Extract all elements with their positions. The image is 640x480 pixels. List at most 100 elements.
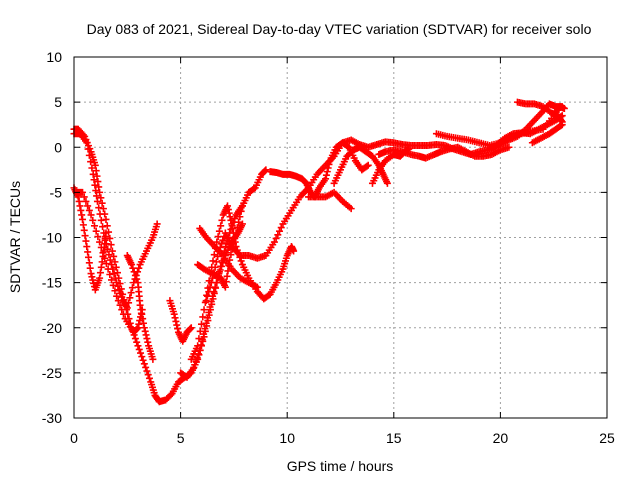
- data-point-marker: [111, 274, 119, 282]
- data-point-marker: [90, 222, 98, 230]
- series-track-10: [196, 224, 261, 291]
- x-tick-label: 20: [493, 430, 509, 446]
- data-point-marker: [193, 354, 201, 362]
- y-tick-label: 5: [54, 94, 62, 110]
- data-point-marker: [94, 178, 102, 186]
- data-point-marker: [143, 367, 151, 375]
- data-point-marker: [227, 251, 235, 259]
- data-point-marker: [221, 283, 229, 291]
- data-point-marker: [194, 342, 202, 350]
- data-point-marker: [134, 324, 142, 332]
- data-point-marker: [139, 315, 147, 323]
- data-point-marker: [205, 308, 213, 316]
- data-point-marker: [97, 194, 105, 202]
- data-point-marker: [93, 172, 101, 180]
- data-point-marker: [119, 310, 127, 318]
- data-point-marker: [110, 270, 118, 278]
- x-tick-label: 15: [386, 430, 402, 446]
- data-point-marker: [94, 233, 102, 241]
- data-point-marker: [118, 293, 126, 301]
- data-point-marker: [218, 262, 226, 270]
- data-point-marker: [211, 263, 219, 271]
- data-point-marker: [81, 232, 89, 240]
- data-point-marker: [88, 164, 96, 172]
- data-point-marker: [172, 317, 180, 325]
- data-point-marker: [142, 363, 150, 371]
- data-point-marker: [99, 249, 107, 257]
- data-point-marker: [232, 229, 240, 237]
- data-point-marker: [173, 321, 181, 329]
- data-point-marker: [134, 342, 142, 350]
- data-point-marker: [206, 283, 214, 291]
- data-point-marker: [85, 151, 93, 159]
- y-tick-label: -10: [42, 230, 62, 246]
- data-point-marker: [93, 192, 101, 200]
- data-point-marker: [76, 202, 84, 210]
- data-point-marker: [253, 283, 261, 291]
- data-point-marker: [237, 257, 245, 265]
- data-point-marker: [206, 303, 214, 311]
- data-point-marker: [86, 264, 94, 272]
- data-point-marker: [82, 197, 90, 205]
- data-point-marker: [108, 261, 116, 269]
- data-point-marker: [83, 243, 91, 251]
- data-point-marker: [218, 216, 226, 224]
- data-point-marker: [84, 253, 92, 261]
- series-track-13: [305, 188, 355, 213]
- data-point-marker: [209, 274, 217, 282]
- series-track-6: [166, 297, 195, 345]
- data-point-marker: [212, 258, 220, 266]
- data-point-marker: [153, 220, 161, 228]
- data-point-marker: [118, 306, 126, 314]
- data-point-marker: [116, 301, 124, 309]
- data-point-marker: [79, 215, 87, 223]
- data-point-marker: [170, 310, 178, 318]
- data-point-marker: [203, 314, 211, 322]
- y-tick-label: -30: [42, 410, 62, 426]
- data-point-marker: [87, 270, 95, 278]
- data-point-marker: [95, 204, 103, 212]
- axis-ticks: 0 5 10 15 20 25 -30 -25 -20 -15 -10 -5 0 5 10: [42, 49, 615, 446]
- data-point-marker: [216, 243, 224, 251]
- data-point-marker: [96, 188, 104, 196]
- data-point-marker: [93, 197, 101, 205]
- data-point-marker: [108, 276, 116, 284]
- data-point-marker: [128, 284, 136, 292]
- data-point-marker: [85, 259, 93, 267]
- data-point-marker: [191, 361, 199, 369]
- data-point-marker: [78, 211, 86, 219]
- x-tick-label: 0: [70, 430, 78, 446]
- data-point-marker: [219, 259, 227, 267]
- data-point-marker: [144, 338, 152, 346]
- data-point-marker: [96, 274, 104, 282]
- data-point-marker: [96, 238, 104, 246]
- data-point-marker: [138, 310, 146, 318]
- data-point-marker: [92, 187, 100, 195]
- data-point-marker: [203, 292, 211, 300]
- data-point-marker: [95, 183, 103, 191]
- data-point-marker: [224, 206, 232, 214]
- data-point-marker: [85, 206, 93, 214]
- data-point-marker: [84, 248, 92, 256]
- data-point-marker: [97, 263, 105, 271]
- data-point-marker: [141, 327, 149, 335]
- data-point-marker: [222, 278, 230, 286]
- data-point-marker: [276, 227, 284, 235]
- data-point-marker: [228, 220, 236, 228]
- data-point-marker: [80, 193, 88, 201]
- data-point-marker: [238, 220, 246, 228]
- y-tick-label: 10: [46, 49, 62, 65]
- data-point-marker: [140, 360, 148, 368]
- data-point-marker: [92, 227, 100, 235]
- data-point-marker: [114, 297, 122, 305]
- data-point-marker: [215, 247, 223, 255]
- data-point-marker: [125, 299, 133, 307]
- y-axis-label: SDTVAR / TECUs: [7, 181, 23, 293]
- data-point-marker: [229, 224, 237, 232]
- data-point-marker: [231, 215, 239, 223]
- data-point-marker: [262, 166, 270, 174]
- data-point-marker: [227, 216, 235, 224]
- data-point-marker: [110, 252, 118, 260]
- data-point-marker: [114, 282, 122, 290]
- data-point-marker: [127, 289, 135, 297]
